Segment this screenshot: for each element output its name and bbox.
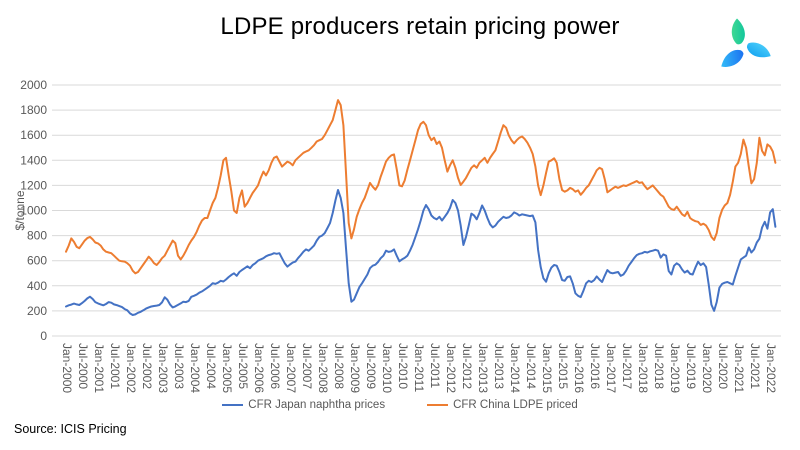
- chart-title: LDPE producers retain pricing power: [220, 13, 620, 40]
- legend-item-ldpe: CFR China LDPE priced: [427, 399, 578, 411]
- source-note: Source: ICIS Pricing: [14, 422, 127, 436]
- chart-legend: CFR Japan naphtha prices CFR China LDPE …: [0, 399, 800, 411]
- x-axis-tick-label: Jan-2007: [284, 343, 298, 393]
- y-axis-tick-label: 1200: [20, 178, 47, 192]
- x-axis-tick-label: Jul-2021: [748, 343, 762, 389]
- legend-label-naphtha: CFR Japan naphtha prices: [248, 399, 386, 411]
- y-axis-title: $/tonne: [13, 190, 27, 230]
- x-axis-tick-label: Jul-2005: [236, 343, 250, 389]
- x-axis-tick-label: Jul-2006: [268, 343, 282, 389]
- x-axis-tick-label: Jan-2001: [92, 343, 106, 393]
- logo-petal-blue: [721, 49, 744, 67]
- x-axis-tick-label: Jul-2017: [620, 343, 634, 389]
- x-axis-tick-label: Jul-2020: [716, 343, 730, 389]
- icis-logo: [721, 18, 771, 67]
- x-axis-tick-label: Jan-2022: [764, 343, 778, 393]
- series-line-ldpe: [65, 99, 777, 275]
- legend-item-naphtha: CFR Japan naphtha prices: [222, 399, 385, 411]
- x-axis-tick-label: Jan-2020: [700, 343, 714, 393]
- x-axis-tick-label: Jan-2019: [668, 343, 682, 393]
- y-axis-tick-label: 200: [27, 304, 47, 318]
- x-axis-tick-label: Jul-2000: [76, 343, 90, 389]
- y-axis-tick-label: 600: [27, 254, 47, 268]
- x-axis-tick-label: Jul-2011: [428, 343, 442, 388]
- logo-petals: [721, 18, 771, 67]
- x-axis-tick-label: Jan-2010: [380, 343, 394, 393]
- x-axis-tick-label: Jul-2018: [652, 343, 666, 389]
- y-axis-tick-label: 800: [27, 229, 47, 243]
- x-axis-tick-label: Jul-2016: [588, 343, 602, 389]
- y-axis-tick-label: 400: [27, 279, 47, 293]
- x-axis-tick-label: Jul-2004: [204, 343, 218, 389]
- logo-petal-cyan: [746, 42, 771, 58]
- legend-line-sample-naphtha: [222, 404, 244, 406]
- x-axis-tick-label: Jan-2011: [412, 343, 426, 392]
- x-axis-tick-label: Jan-2000: [60, 343, 74, 393]
- x-axis-tick-label: Jul-2014: [524, 343, 538, 389]
- x-axis-tick-label: Jul-2002: [140, 343, 154, 389]
- x-axis-tick-label: Jan-2006: [252, 343, 266, 393]
- y-axis-tick-label: 1400: [20, 153, 47, 167]
- y-axis-tick-label: 0: [40, 329, 47, 343]
- legend-label-ldpe: CFR China LDPE priced: [453, 399, 578, 411]
- y-axis-tick-label: 1600: [20, 128, 47, 142]
- x-axis-tick-label: Jul-2015: [556, 343, 570, 389]
- x-axis-tick-label: Jan-2015: [540, 343, 554, 393]
- x-axis-tick-label: Jan-2002: [124, 343, 138, 393]
- x-axis-tick-label: Jul-2010: [396, 343, 410, 389]
- y-axis-tick-label: 2000: [20, 78, 47, 92]
- y-axis-tick-label: 1800: [20, 103, 47, 117]
- x-axis-tick-label: Jul-2013: [492, 343, 506, 389]
- x-axis-tick-label: Jan-2003: [156, 343, 170, 393]
- x-axis-tick-label: Jan-2008: [316, 343, 330, 393]
- series-line-naphtha: [65, 189, 777, 316]
- x-axis-tick-label: Jan-2004: [188, 343, 202, 393]
- x-axis-tick-label: Jan-2009: [348, 343, 362, 393]
- x-axis-tick-label: Jan-2017: [604, 343, 618, 393]
- x-axis-tick-label: Jul-2008: [332, 343, 346, 389]
- x-axis-tick-label: Jan-2018: [636, 343, 650, 393]
- x-axis-tick-label: Jul-2012: [460, 343, 474, 389]
- x-axis-tick-label: Jan-2012: [444, 343, 458, 393]
- x-axis-tick-label: Jan-2021: [732, 343, 746, 393]
- x-axis-tick-label: Jul-2007: [300, 343, 314, 389]
- x-axis-tick-label: Jan-2016: [572, 343, 586, 393]
- x-axis-tick-label: Jul-2001: [108, 343, 122, 389]
- x-axis-tick-label: Jul-2019: [684, 343, 698, 389]
- x-axis-tick-label: Jul-2009: [364, 343, 378, 389]
- logo-petal-green: [731, 18, 745, 45]
- x-axis-tick-label: Jan-2005: [220, 343, 234, 393]
- legend-line-sample-ldpe: [427, 404, 449, 406]
- y-axis-tick-label: 1000: [20, 204, 47, 218]
- x-axis-tick-label: Jul-2003: [172, 343, 186, 389]
- x-axis-tick-label: Jan-2014: [508, 343, 522, 393]
- x-axis-tick-label: Jan-2013: [476, 343, 490, 393]
